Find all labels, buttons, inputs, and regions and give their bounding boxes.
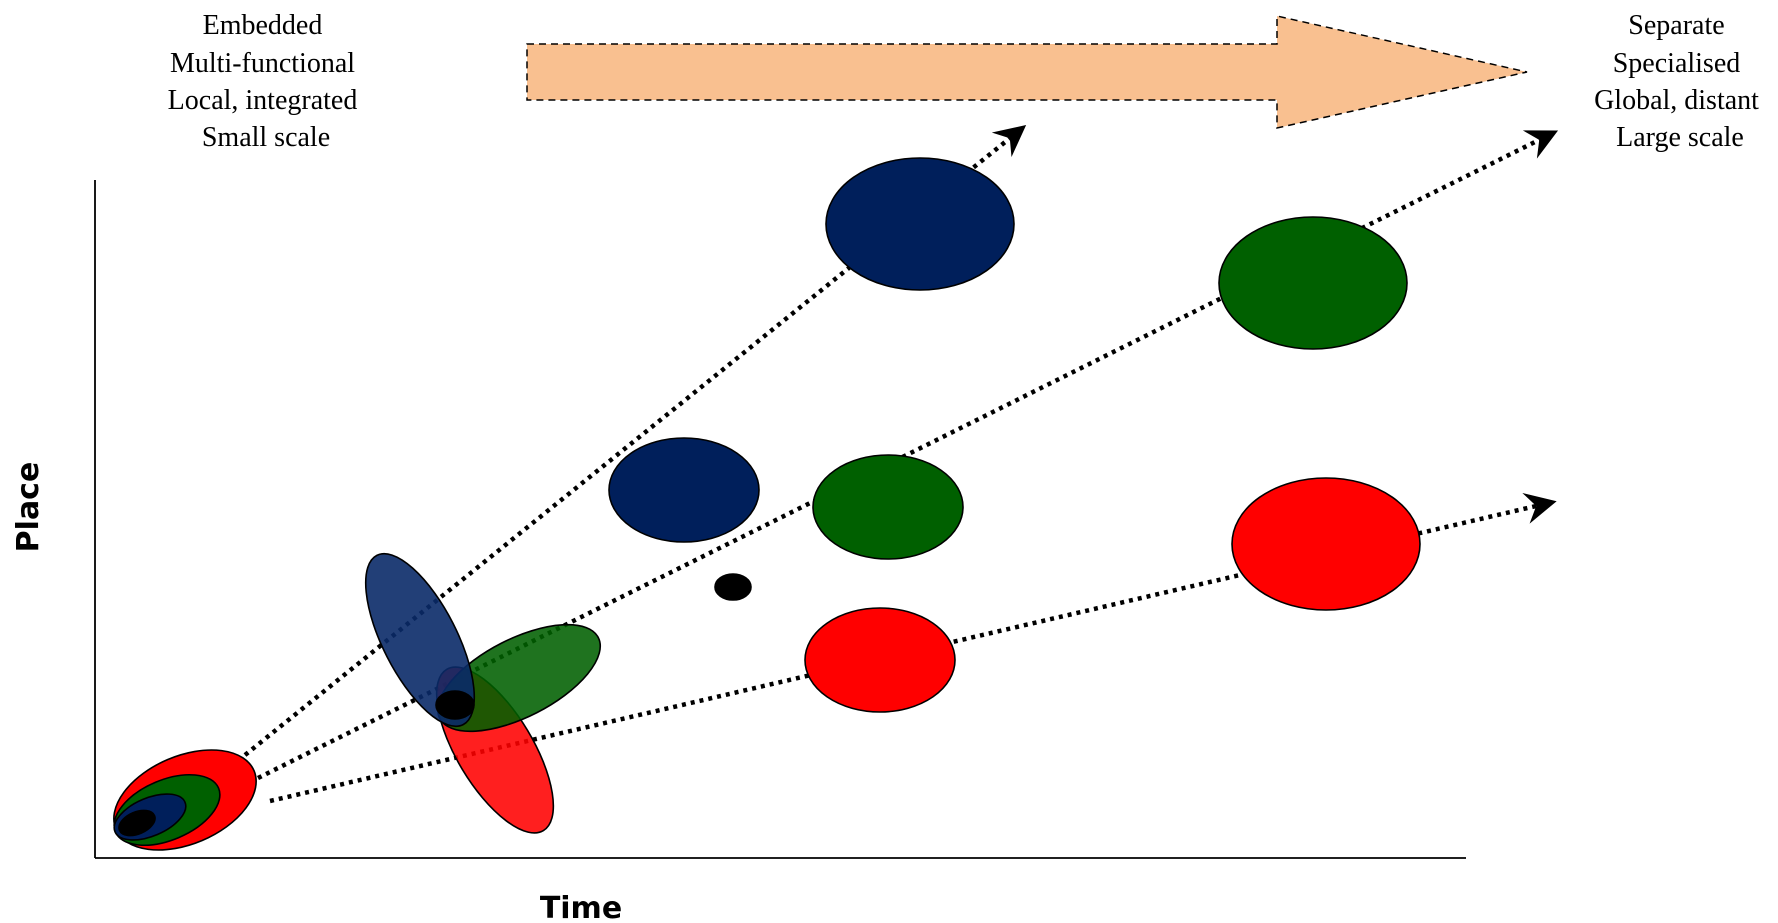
right-label-global-distant: Global, distant (1594, 85, 1759, 116)
origin-cluster (99, 730, 271, 870)
right-label-separate: Separate (1628, 10, 1724, 41)
left-descriptors: Embedded Multi-functional Local, integra… (168, 10, 365, 153)
left-label-small-scale: Small scale (202, 122, 330, 153)
transition-blue-ellipse (344, 539, 496, 742)
green-ellipse-large (1219, 217, 1407, 349)
x-axis-label: Time (540, 891, 622, 923)
green-ellipse-mid (813, 455, 963, 559)
transition-black-ellipse (436, 691, 474, 719)
trend-arrow (527, 16, 1527, 128)
left-label-multi-functional: Multi-functional (170, 48, 355, 79)
right-label-specialised: Specialised (1613, 48, 1741, 79)
red-ellipse-large (1232, 478, 1420, 610)
blue-ellipse-large (826, 158, 1014, 290)
blue-ellipse-mid (609, 438, 759, 542)
right-descriptors: Separate Specialised Global, distant Lar… (1594, 10, 1766, 153)
right-label-large-scale: Large scale (1616, 122, 1744, 153)
transition-cluster (344, 539, 616, 851)
black-dot (715, 574, 751, 600)
red-ellipse-mid (805, 608, 955, 712)
y-axis-label: Place (11, 462, 46, 553)
left-label-local-integrated: Local, integrated (168, 85, 358, 116)
left-label-embedded: Embedded (203, 10, 323, 41)
